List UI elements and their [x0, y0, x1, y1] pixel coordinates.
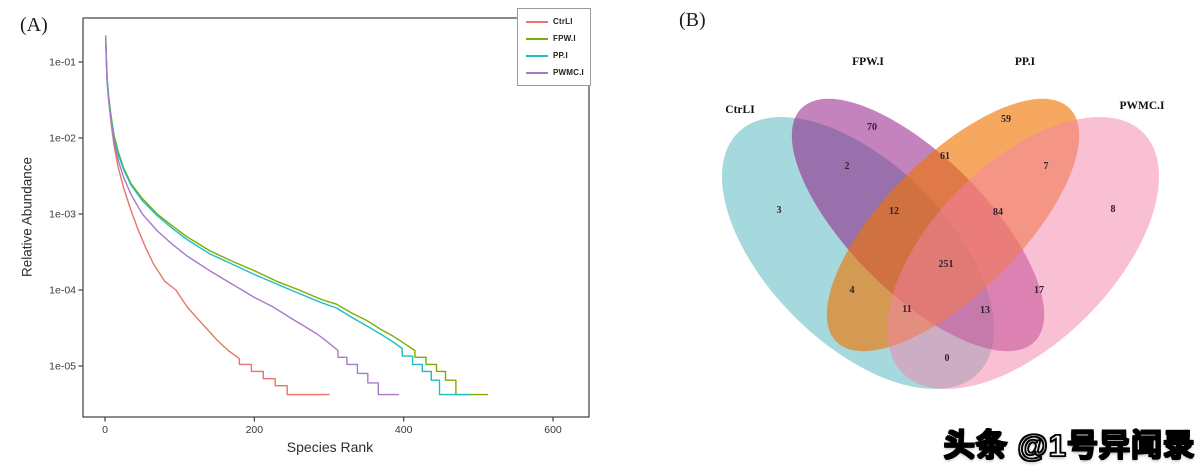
legend-line-pwmci — [526, 71, 548, 74]
venn-count-ctrli-fpwi: 2 — [845, 161, 850, 172]
venn-count-pwmci: 8 — [1111, 204, 1116, 215]
series-line-fpwi — [105, 35, 488, 396]
x-tick-label: 0 — [102, 424, 108, 436]
legend-item-pwmci: PWMC.I — [526, 68, 590, 77]
y-tick-label: 1e-03 — [49, 209, 76, 221]
legend-item-ppi: PP.I — [526, 51, 590, 60]
venn-count-ctrli-ppi-pwmci: 11 — [902, 304, 911, 315]
series-line-ctrli — [105, 36, 330, 396]
venn-count-ppi: 59 — [1001, 114, 1011, 125]
legend-line-ctrli — [526, 20, 548, 23]
panel-b-label: (B) — [679, 9, 706, 31]
venn-set-label-ctrli: CtrLI — [725, 104, 755, 116]
x-tick-label: 200 — [246, 424, 264, 436]
venn-count-ctrli-pwmci: 0 — [945, 353, 950, 364]
legend-label-ctrli: CtrLI — [553, 17, 573, 26]
legend-item-fpwi: FPW.I — [526, 34, 590, 43]
venn-count-ctrli-fpwi-pwmci: 13 — [980, 305, 990, 316]
y-tick-label: 1e-01 — [49, 57, 76, 69]
y-tick-label: 1e-04 — [49, 285, 76, 297]
legend-label-ppi: PP.I — [553, 51, 568, 60]
venn-set-label-pwmci: PWMC.I — [1119, 100, 1165, 112]
venn-set-label-fpwi: FPW.I — [852, 56, 884, 68]
legend-label-pwmci: PWMC.I — [553, 68, 584, 77]
x-axis-label: Species Rank — [286, 439, 374, 455]
venn-count-ppi-pwmci: 7 — [1044, 161, 1049, 172]
panel-a-label: (A) — [20, 14, 48, 36]
y-tick-label: 1e-02 — [49, 133, 76, 145]
venn-diagram: CtrLI FPW.I PP.I PWMC.I 3 70 59 8 2 61 7 4 17 0 12 84 11… — [721, 56, 1165, 390]
venn-ellipse-pwmci — [886, 116, 1160, 390]
watermark-text: 头条 @1号异闻录 — [943, 427, 1195, 464]
y-tick-label: 1e-05 — [49, 361, 76, 373]
venn-count-ctrli-fpwi-ppi-pwmci: 251 — [939, 259, 954, 270]
venn-count-fpwi: 70 — [867, 122, 877, 133]
plot-legend: CtrLI FPW.I PP.I PWMC.I — [517, 8, 591, 86]
plot-frame — [82, 17, 590, 418]
venn-count-fpwi-ppi-pwmci: 84 — [993, 207, 1003, 218]
legend-line-ppi — [526, 54, 548, 57]
y-axis-label: Relative Abundance — [19, 156, 35, 278]
venn-set-label-ppi: PP.I — [1015, 56, 1036, 68]
venn-count-fpwi-pwmci: 17 — [1034, 285, 1044, 296]
series-line-ppi — [105, 38, 470, 396]
venn-count-ctrli-ppi: 4 — [850, 285, 855, 296]
legend-item-ctrli: CtrLI — [526, 17, 590, 26]
venn-count-ctrli-fpwi-ppi: 12 — [889, 206, 899, 217]
x-tick-label: 600 — [544, 424, 562, 436]
legend-line-fpwi — [526, 37, 548, 40]
rank-abundance-plot: 1e-01 1e-02 1e-03 1e-04 1e-05 0 200 400 600 — [49, 17, 590, 436]
venn-count-fpwi-ppi: 61 — [940, 151, 950, 162]
x-tick-label: 400 — [395, 424, 413, 436]
legend-label-fpwi: FPW.I — [553, 34, 576, 43]
venn-count-ctrli: 3 — [777, 205, 782, 216]
series-line-pwmci — [105, 38, 400, 396]
